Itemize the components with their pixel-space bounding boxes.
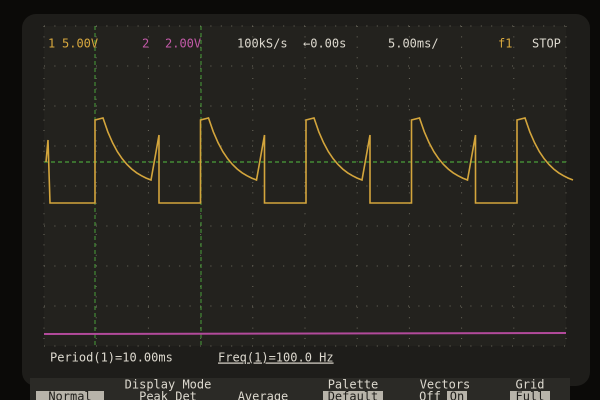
softkey-selected	[323, 391, 383, 400]
measurement: Freq(1)=100.0 Hz	[218, 351, 334, 365]
ch1-trace	[45, 117, 574, 204]
ch1-scale: 5.00V	[62, 37, 98, 51]
ch2-trace	[43, 332, 567, 335]
softkey-option[interactable]: Full	[516, 390, 545, 400]
measurement: Period(1)=10.00ms	[50, 351, 173, 365]
graticule	[43, 25, 567, 347]
softkey-option[interactable]: Normal	[48, 390, 91, 400]
softkey-title: Palette	[328, 378, 379, 392]
softkey-option[interactable]: Average	[238, 390, 289, 400]
softkey-bar	[30, 378, 570, 400]
softkey-option[interactable]: Peak Det	[139, 390, 197, 400]
softkey-title: Vectors	[420, 378, 471, 392]
run-state: STOP	[532, 37, 561, 51]
softkey-option[interactable]: On	[450, 390, 464, 400]
softkey-title: Grid	[516, 378, 545, 392]
softkey-selected	[36, 391, 104, 400]
softkey-selected	[447, 391, 467, 400]
ch2-scale: 2.00V	[165, 37, 201, 51]
softkey-option[interactable]: Default	[328, 390, 379, 400]
softkey-title: Display Mode	[125, 378, 212, 392]
delay: ←0.00s	[303, 37, 346, 51]
timebase: 5.00ms/	[388, 37, 439, 51]
softkey-selected	[510, 391, 550, 400]
softkey-option[interactable]: Off	[419, 390, 441, 400]
ch1-label: 1	[48, 37, 55, 51]
trigger: f1	[498, 37, 512, 51]
sample-rate: 100kS/s	[237, 37, 288, 51]
ch2-label: 2	[142, 37, 149, 51]
